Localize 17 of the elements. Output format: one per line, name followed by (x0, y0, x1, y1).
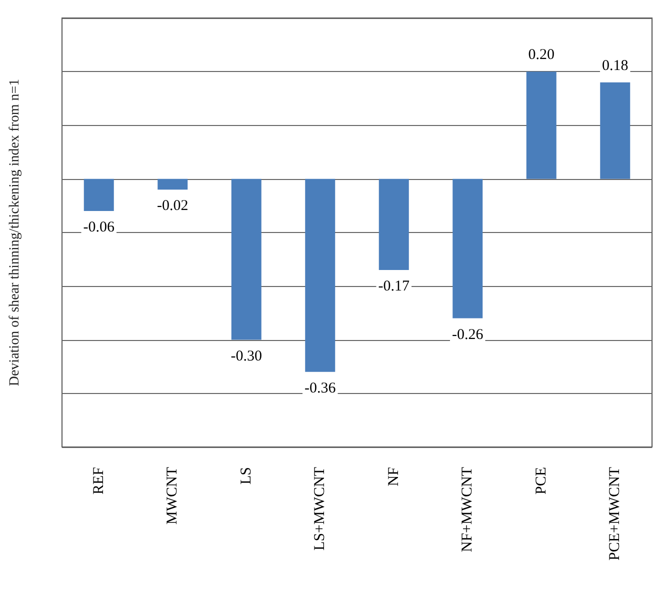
x-tick-label: MWCNT (164, 467, 181, 524)
data-label: 0.18 (602, 58, 628, 74)
y-axis-title: Deviation of shear thinning/thickening index from n=1 (8, 78, 22, 386)
data-label: -0.17 (378, 278, 410, 295)
x-tick-label: NF+MWCNT (460, 467, 476, 552)
data-label: 0.20 (528, 47, 554, 64)
x-tick-label: LS (238, 467, 254, 485)
x-tick-label: LS+MWCNT (312, 467, 328, 550)
x-tick-label: PCE (533, 467, 550, 495)
data-label: -0.02 (157, 198, 188, 214)
x-tick-label: PCE+MWCNT (607, 467, 624, 560)
data-label: -0.30 (230, 348, 262, 364)
x-tick-label: REF (90, 467, 107, 495)
data-label: -0.36 (304, 380, 336, 396)
x-tick-label: NF (386, 467, 402, 486)
data-label: -0.06 (83, 220, 115, 236)
data-label: -0.26 (452, 326, 484, 343)
